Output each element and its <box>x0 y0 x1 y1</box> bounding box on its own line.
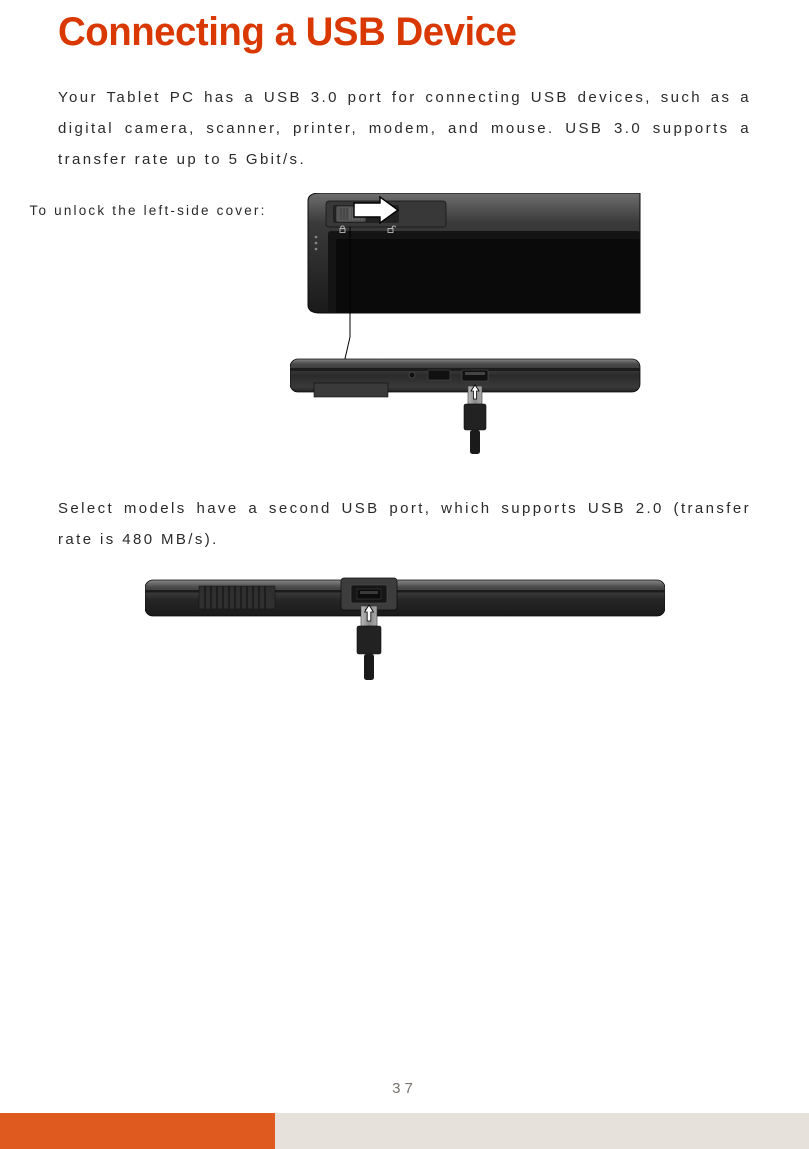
figure-2-container <box>58 576 751 696</box>
page-heading: Connecting a USB Device <box>58 10 723 55</box>
unlock-cover-label: To unlock the left-side cover: <box>30 203 267 218</box>
footer-bar <box>0 1113 809 1149</box>
figure-1-container: To unlock the left-side cover: <box>58 195 751 460</box>
paragraph-1: Your Tablet PC has a USB 3.0 port for co… <box>58 83 751 175</box>
tablet-side-view <box>290 359 640 454</box>
page-number: 37 <box>0 1080 809 1097</box>
footer-accent-left <box>0 1113 275 1149</box>
grip-texture <box>199 586 275 609</box>
figure-1-diagram <box>290 193 650 458</box>
paragraph-2: Select models have a second USB port, wh… <box>58 494 751 556</box>
footer-accent-right <box>275 1113 809 1149</box>
usb-plug-icon <box>464 385 486 454</box>
figure-2-diagram <box>145 576 665 696</box>
tablet-top-view <box>308 193 640 363</box>
